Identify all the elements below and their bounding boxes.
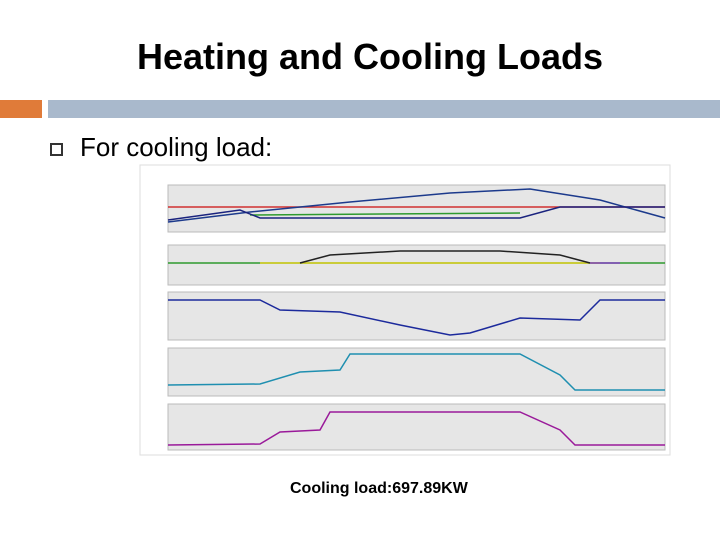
plot-panels	[167, 184, 666, 451]
panel	[167, 403, 666, 451]
slide-title: Heating and Cooling Loads	[137, 36, 603, 77]
curve	[249, 212, 521, 216]
bullet-icon	[50, 143, 63, 156]
bullet-text: For cooling load:	[80, 132, 273, 162]
curve	[168, 299, 665, 336]
divider-bar	[48, 100, 720, 118]
panel	[167, 291, 666, 341]
curve	[167, 206, 665, 221]
panel	[167, 184, 666, 233]
panel	[167, 347, 666, 397]
curve	[167, 353, 665, 391]
curve	[167, 411, 665, 446]
accent-bar	[0, 100, 42, 118]
curve	[167, 188, 666, 223]
curve	[299, 250, 591, 264]
caption: Cooling load:697.89KW	[290, 480, 468, 497]
